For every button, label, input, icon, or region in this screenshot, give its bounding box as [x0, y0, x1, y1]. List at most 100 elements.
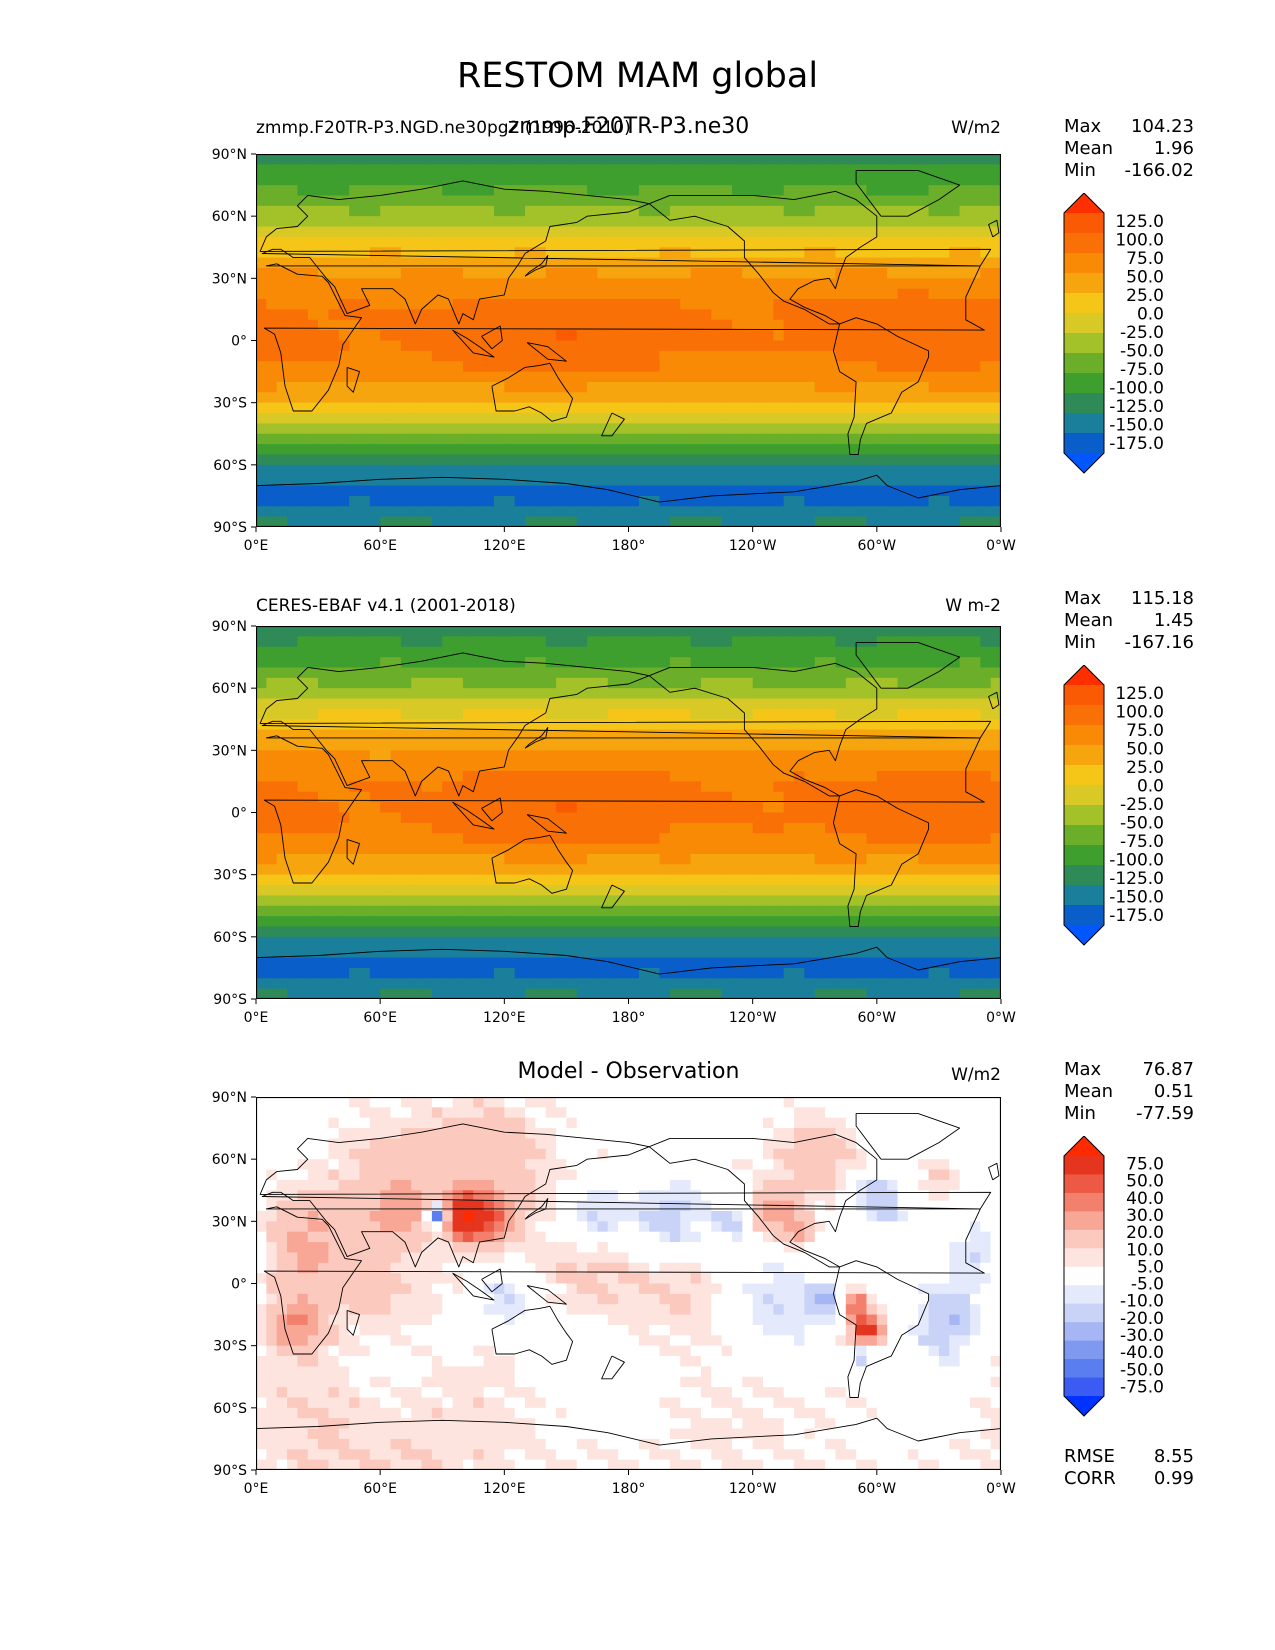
map-cell: [669, 506, 681, 518]
map-cell: [700, 174, 712, 186]
map-cell: [421, 185, 433, 197]
map-cell: [773, 812, 785, 824]
map-cell: [731, 174, 743, 186]
map-cell: [721, 812, 733, 824]
map-cell: [659, 936, 671, 948]
map-cell: [649, 299, 661, 311]
map-cell: [452, 822, 464, 834]
map-cell: [607, 402, 619, 414]
map-cell: [607, 185, 619, 197]
map-cell: [773, 781, 785, 793]
map-cell: [814, 485, 826, 497]
map-cell: [514, 267, 526, 279]
map-cell: [638, 205, 650, 217]
map-cell: [794, 247, 806, 259]
map-cell: [328, 423, 340, 435]
map-cell: [856, 947, 868, 959]
map-cell: [918, 760, 930, 772]
map-cell: [918, 626, 930, 637]
map-cell: [825, 853, 837, 865]
map-cell: [504, 226, 516, 238]
map-cell: [535, 781, 547, 793]
map-cell: [328, 739, 340, 751]
map-cell: [328, 822, 340, 834]
map-cell: [659, 905, 671, 917]
map-cell: [359, 957, 371, 969]
map-cell: [556, 433, 568, 445]
map-cell: [845, 822, 857, 834]
map-cell: [659, 657, 671, 669]
map-cell: [980, 205, 992, 217]
map-cell: [990, 802, 1001, 814]
map-cell: [887, 688, 899, 700]
map-cell: [380, 485, 392, 497]
map-cell: [525, 719, 536, 731]
map-cell: [514, 485, 526, 497]
map-cell: [256, 791, 267, 803]
map-cell: [359, 895, 371, 907]
map-cell: [907, 905, 919, 917]
map-cell: [587, 916, 599, 928]
map-cell: [825, 947, 837, 959]
map-cell: [359, 516, 371, 527]
map-cell: [628, 781, 640, 793]
map-cell: [659, 688, 671, 700]
map-cell: [638, 475, 650, 487]
map-cell: [390, 781, 402, 793]
map-cell: [566, 361, 578, 373]
map-cell: [380, 164, 392, 176]
map-cell: [349, 433, 361, 445]
map-cell: [918, 936, 930, 948]
map-cell: [587, 288, 599, 300]
map-cell: [618, 760, 630, 772]
map-cell: [856, 636, 868, 648]
map-cell: [452, 402, 464, 414]
map-cell: [876, 371, 888, 383]
map-cell: [576, 506, 588, 518]
map-cell: [752, 729, 764, 741]
map-cell: [618, 402, 630, 414]
map-cell: [897, 698, 909, 710]
map-cell: [390, 495, 402, 507]
map-cell: [959, 309, 971, 321]
map-cell: [493, 350, 505, 362]
map-cell: [556, 781, 568, 793]
map-cell: [866, 299, 878, 311]
map-cell: [525, 853, 536, 865]
map-cell: [307, 771, 319, 783]
map-cell: [700, 688, 712, 700]
map-cell: [607, 174, 619, 186]
map-cell: [711, 205, 723, 217]
map-cell: [763, 833, 774, 845]
map-cell: [659, 236, 671, 248]
map-cell: [649, 413, 661, 424]
map-cell: [597, 916, 609, 928]
map-cell: [556, 444, 568, 456]
map-cell: [638, 646, 650, 658]
map-cell: [938, 926, 950, 938]
map-cell: [866, 636, 878, 648]
map-cell: [690, 495, 702, 507]
map-cell: [659, 864, 671, 876]
map-cell: [938, 729, 950, 741]
map-cell: [866, 626, 878, 637]
map-cell: [349, 247, 361, 259]
y-tick-label: 60°N: [212, 209, 247, 225]
map-cell: [359, 164, 371, 176]
map-cell: [938, 802, 950, 814]
colorbar-segment: [1064, 393, 1104, 414]
map-cell: [638, 626, 650, 637]
map-cell: [421, 833, 433, 845]
map-cell: [794, 413, 806, 424]
map-cell: [504, 195, 516, 207]
map-cell: [690, 833, 702, 845]
map-cell: [980, 636, 992, 648]
map-cell: [421, 739, 433, 751]
map-cell: [907, 423, 919, 435]
map-cell: [804, 843, 816, 855]
map-cell: [328, 350, 340, 362]
map-cell: [742, 833, 754, 845]
map-cell: [338, 516, 350, 527]
map-cell: [442, 636, 454, 648]
map-cell: [773, 267, 785, 279]
